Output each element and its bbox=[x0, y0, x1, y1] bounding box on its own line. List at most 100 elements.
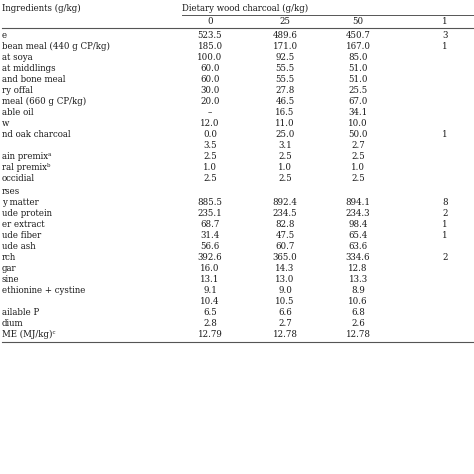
Text: ethionine + cystine: ethionine + cystine bbox=[2, 286, 85, 295]
Text: 523.5: 523.5 bbox=[198, 31, 222, 40]
Text: dium: dium bbox=[2, 319, 24, 328]
Text: 185.0: 185.0 bbox=[198, 42, 223, 51]
Text: 65.4: 65.4 bbox=[348, 231, 368, 240]
Text: 12.79: 12.79 bbox=[198, 330, 222, 339]
Text: 450.7: 450.7 bbox=[346, 31, 371, 40]
Text: 2: 2 bbox=[442, 209, 448, 218]
Text: Ingredients (g/kg): Ingredients (g/kg) bbox=[2, 4, 81, 13]
Text: 25: 25 bbox=[280, 17, 291, 26]
Text: 1: 1 bbox=[442, 130, 448, 139]
Text: 2.7: 2.7 bbox=[351, 141, 365, 150]
Text: 20.0: 20.0 bbox=[200, 97, 220, 106]
Text: and bone meal: and bone meal bbox=[2, 75, 65, 84]
Text: 46.5: 46.5 bbox=[275, 97, 295, 106]
Text: 47.5: 47.5 bbox=[275, 231, 295, 240]
Text: 8.9: 8.9 bbox=[351, 286, 365, 295]
Text: 1: 1 bbox=[442, 17, 448, 26]
Text: 13.3: 13.3 bbox=[348, 275, 367, 284]
Text: 98.4: 98.4 bbox=[348, 220, 368, 229]
Text: 365.0: 365.0 bbox=[273, 253, 297, 262]
Text: occidial: occidial bbox=[2, 174, 35, 183]
Text: 10.5: 10.5 bbox=[275, 297, 295, 306]
Text: 55.5: 55.5 bbox=[275, 75, 295, 84]
Text: 2.5: 2.5 bbox=[351, 174, 365, 183]
Text: 67.0: 67.0 bbox=[348, 97, 368, 106]
Text: 55.5: 55.5 bbox=[275, 64, 295, 73]
Text: 894.1: 894.1 bbox=[346, 198, 371, 207]
Text: 2.6: 2.6 bbox=[351, 319, 365, 328]
Text: 2.5: 2.5 bbox=[203, 152, 217, 161]
Text: 0: 0 bbox=[207, 17, 213, 26]
Text: 1: 1 bbox=[442, 220, 448, 229]
Text: rses: rses bbox=[2, 187, 20, 196]
Text: 2: 2 bbox=[442, 253, 448, 262]
Text: –: – bbox=[208, 108, 212, 117]
Text: rch: rch bbox=[2, 253, 16, 262]
Text: 82.8: 82.8 bbox=[275, 220, 295, 229]
Text: 9.1: 9.1 bbox=[203, 286, 217, 295]
Text: 10.4: 10.4 bbox=[200, 297, 220, 306]
Text: 63.6: 63.6 bbox=[348, 242, 367, 251]
Text: 10.6: 10.6 bbox=[348, 297, 368, 306]
Text: 167.0: 167.0 bbox=[346, 42, 371, 51]
Text: 3: 3 bbox=[442, 31, 447, 40]
Text: 234.5: 234.5 bbox=[273, 209, 297, 218]
Text: 2.5: 2.5 bbox=[203, 174, 217, 183]
Text: 30.0: 30.0 bbox=[201, 86, 219, 95]
Text: 14.3: 14.3 bbox=[275, 264, 295, 273]
Text: 892.4: 892.4 bbox=[273, 198, 298, 207]
Text: 489.6: 489.6 bbox=[273, 31, 298, 40]
Text: 10.0: 10.0 bbox=[348, 119, 368, 128]
Text: 51.0: 51.0 bbox=[348, 64, 368, 73]
Text: 16.0: 16.0 bbox=[200, 264, 220, 273]
Text: 334.6: 334.6 bbox=[346, 253, 370, 262]
Text: 2.8: 2.8 bbox=[203, 319, 217, 328]
Text: 9.0: 9.0 bbox=[278, 286, 292, 295]
Text: 92.5: 92.5 bbox=[275, 53, 295, 62]
Text: 25.5: 25.5 bbox=[348, 86, 368, 95]
Text: 2.5: 2.5 bbox=[351, 152, 365, 161]
Text: 3.5: 3.5 bbox=[203, 141, 217, 150]
Text: meal (660 g CP/kg): meal (660 g CP/kg) bbox=[2, 97, 86, 106]
Text: 25.0: 25.0 bbox=[275, 130, 295, 139]
Text: y matter: y matter bbox=[2, 198, 39, 207]
Text: ME (MJ/kg)ᶜ: ME (MJ/kg)ᶜ bbox=[2, 330, 55, 339]
Text: 2.5: 2.5 bbox=[278, 152, 292, 161]
Text: 1.0: 1.0 bbox=[351, 163, 365, 172]
Text: 171.0: 171.0 bbox=[273, 42, 298, 51]
Text: 2.5: 2.5 bbox=[278, 174, 292, 183]
Text: 56.6: 56.6 bbox=[201, 242, 219, 251]
Text: 34.1: 34.1 bbox=[348, 108, 368, 117]
Text: ral premixᵇ: ral premixᵇ bbox=[2, 163, 51, 172]
Text: 12.8: 12.8 bbox=[348, 264, 368, 273]
Text: 27.8: 27.8 bbox=[275, 86, 295, 95]
Text: 1: 1 bbox=[442, 42, 448, 51]
Text: 1: 1 bbox=[442, 231, 448, 240]
Text: gar: gar bbox=[2, 264, 17, 273]
Text: 8: 8 bbox=[442, 198, 448, 207]
Text: Dietary wood charcoal (g/kg): Dietary wood charcoal (g/kg) bbox=[182, 4, 308, 13]
Text: 60.7: 60.7 bbox=[275, 242, 295, 251]
Text: at soya: at soya bbox=[2, 53, 33, 62]
Text: er extract: er extract bbox=[2, 220, 45, 229]
Text: 235.1: 235.1 bbox=[198, 209, 222, 218]
Text: 0.0: 0.0 bbox=[203, 130, 217, 139]
Text: at middlings: at middlings bbox=[2, 64, 55, 73]
Text: 6.8: 6.8 bbox=[351, 308, 365, 317]
Text: w: w bbox=[2, 119, 9, 128]
Text: 6.5: 6.5 bbox=[203, 308, 217, 317]
Text: 60.0: 60.0 bbox=[200, 64, 220, 73]
Text: 50.0: 50.0 bbox=[348, 130, 368, 139]
Text: 100.0: 100.0 bbox=[197, 53, 223, 62]
Text: bean meal (440 g CP/kg): bean meal (440 g CP/kg) bbox=[2, 42, 110, 51]
Text: ain premixᵃ: ain premixᵃ bbox=[2, 152, 51, 161]
Text: 31.4: 31.4 bbox=[201, 231, 219, 240]
Text: e: e bbox=[2, 31, 7, 40]
Text: 11.0: 11.0 bbox=[275, 119, 295, 128]
Text: ailable P: ailable P bbox=[2, 308, 39, 317]
Text: ude fiber: ude fiber bbox=[2, 231, 41, 240]
Text: 68.7: 68.7 bbox=[201, 220, 219, 229]
Text: 6.6: 6.6 bbox=[278, 308, 292, 317]
Text: 2.7: 2.7 bbox=[278, 319, 292, 328]
Text: 1.0: 1.0 bbox=[203, 163, 217, 172]
